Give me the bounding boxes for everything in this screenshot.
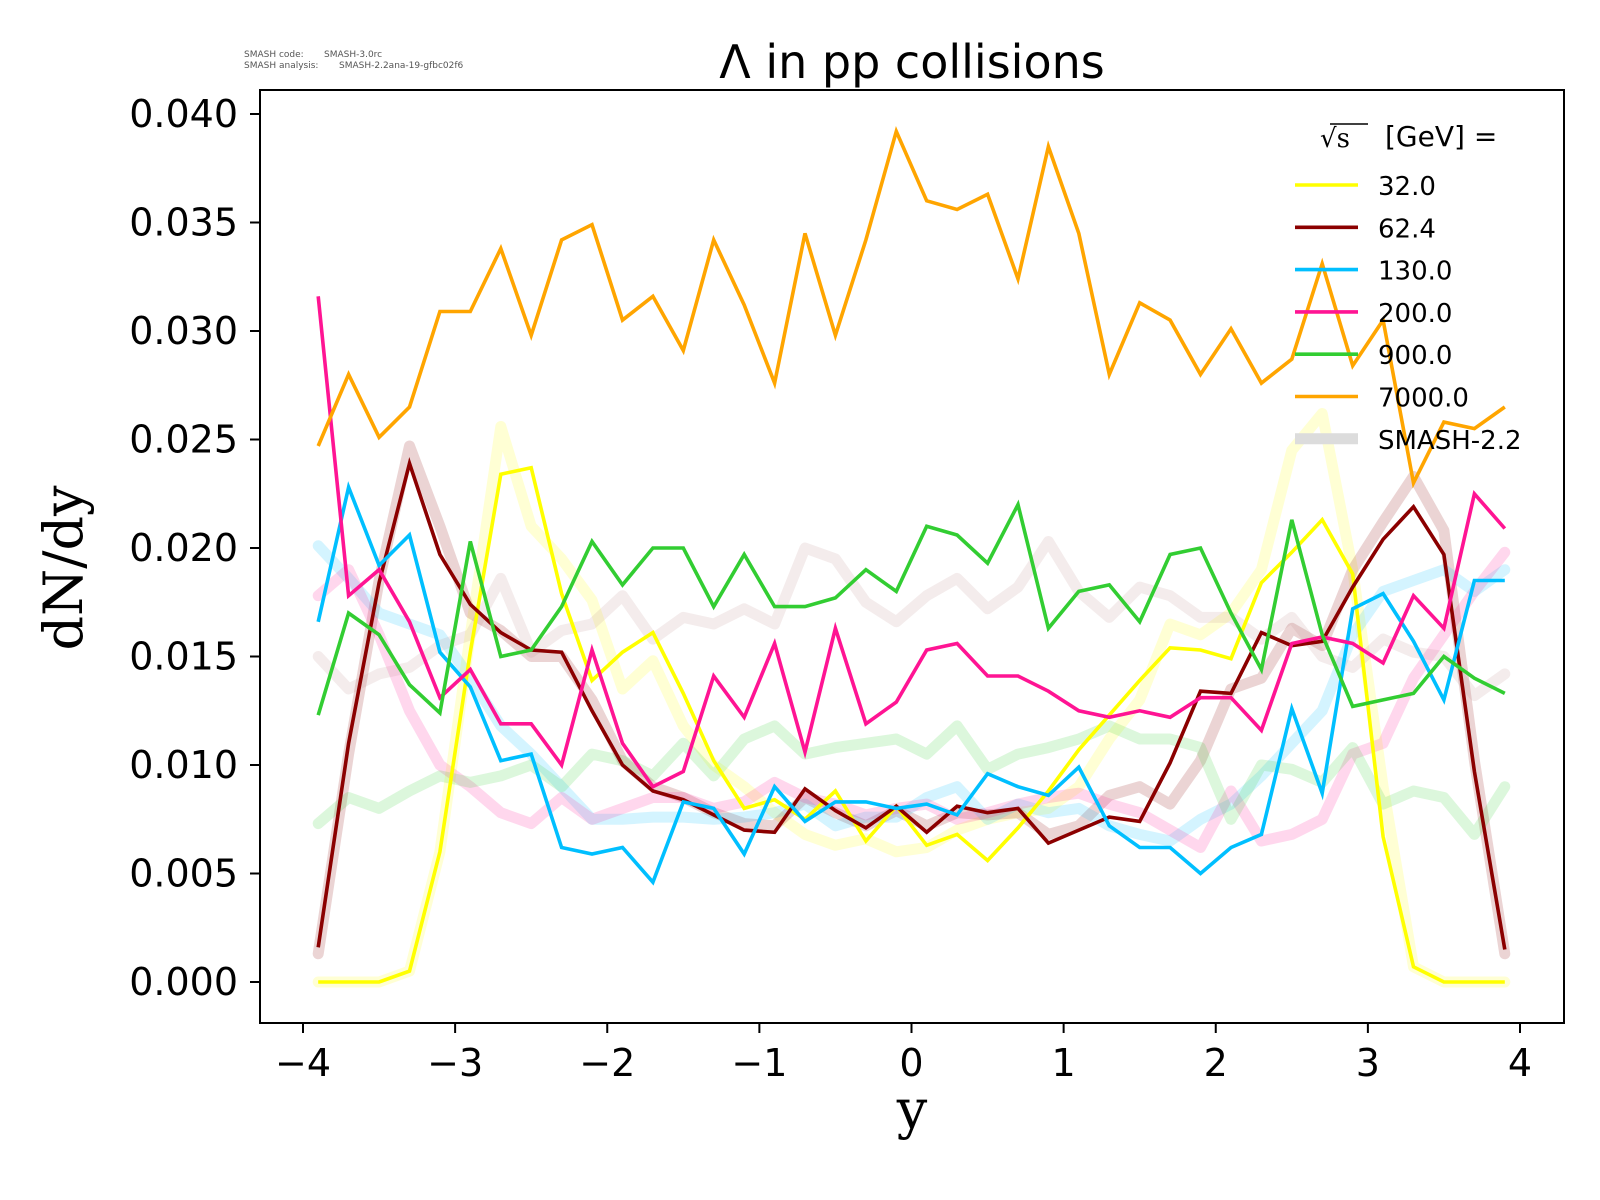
x-tick-label: 1 [1052, 1041, 1076, 1085]
chart-title: Λ in pp collisions [719, 35, 1104, 89]
y-axis-label: dN/dy [32, 485, 95, 651]
y-tick-label: 0.025 [129, 418, 238, 462]
meta-analysis-value: SMASH-2.2ana-19-gfbc02f6 [339, 61, 464, 71]
x-axis-label: y [896, 1078, 928, 1141]
series-line-62-4 [316, 457, 1507, 950]
legend-label: 7000.0 [1378, 384, 1469, 414]
meta-code-label: SMASH code: [244, 50, 304, 60]
y-tick-label: 0.015 [129, 635, 238, 679]
x-tick-label: −1 [731, 1041, 787, 1085]
legend-title-sqrt: √s [1320, 124, 1350, 154]
x-tick-label: 0 [899, 1041, 923, 1085]
series-line-32-0 [318, 465, 1505, 984]
legend-label: 62.4 [1378, 214, 1436, 244]
y-tick-label: 0.020 [129, 526, 238, 570]
meta-code-value: SMASH-3.0rc [324, 50, 382, 60]
x-tick-label: 2 [1204, 1041, 1228, 1085]
reference-line-1 [312, 408, 1511, 988]
legend-title-unit: [GeV] = [1385, 120, 1497, 153]
legend-label: 900.0 [1378, 341, 1452, 371]
legend-label: SMASH-2.2 [1378, 426, 1522, 456]
y-tick-label: 0.005 [129, 852, 238, 896]
x-tick-label: −2 [579, 1041, 635, 1085]
series-line-200-0 [316, 296, 1507, 790]
y-tick-label: 0.040 [129, 92, 238, 136]
legend-label: 32.0 [1378, 172, 1436, 202]
x-tick-label: −4 [275, 1041, 331, 1085]
y-tick-label: 0.010 [129, 743, 238, 787]
y-tick-label: 0.000 [129, 960, 238, 1004]
x-tick-label: −3 [427, 1041, 483, 1085]
x-tick-label: 3 [1356, 1041, 1380, 1085]
y-axis: 0.000 0.005 0.010 0.015 0.020 0.025 0.030 0.035… [129, 92, 260, 1004]
x-tick-label: 4 [1508, 1041, 1532, 1085]
reference-line-6 [312, 536, 1511, 702]
y-tick-label: 0.030 [129, 309, 238, 353]
legend: √s [GeV] = 32.0 62.4 130.0 200.0 900.0 7000.0… [1295, 120, 1522, 456]
y-tick-label: 0.035 [129, 201, 238, 245]
x-axis: −4 −3 −2 −1 0 1 2 3 4 [275, 1023, 1532, 1085]
legend-label: 200.0 [1378, 299, 1452, 329]
reference-line-5 [312, 720, 1511, 840]
series-line-900-0 [316, 499, 1506, 717]
legend-label: 130.0 [1378, 257, 1452, 287]
series-line-130-0 [316, 481, 1505, 886]
meta-analysis-label: SMASH analysis: [244, 61, 318, 71]
